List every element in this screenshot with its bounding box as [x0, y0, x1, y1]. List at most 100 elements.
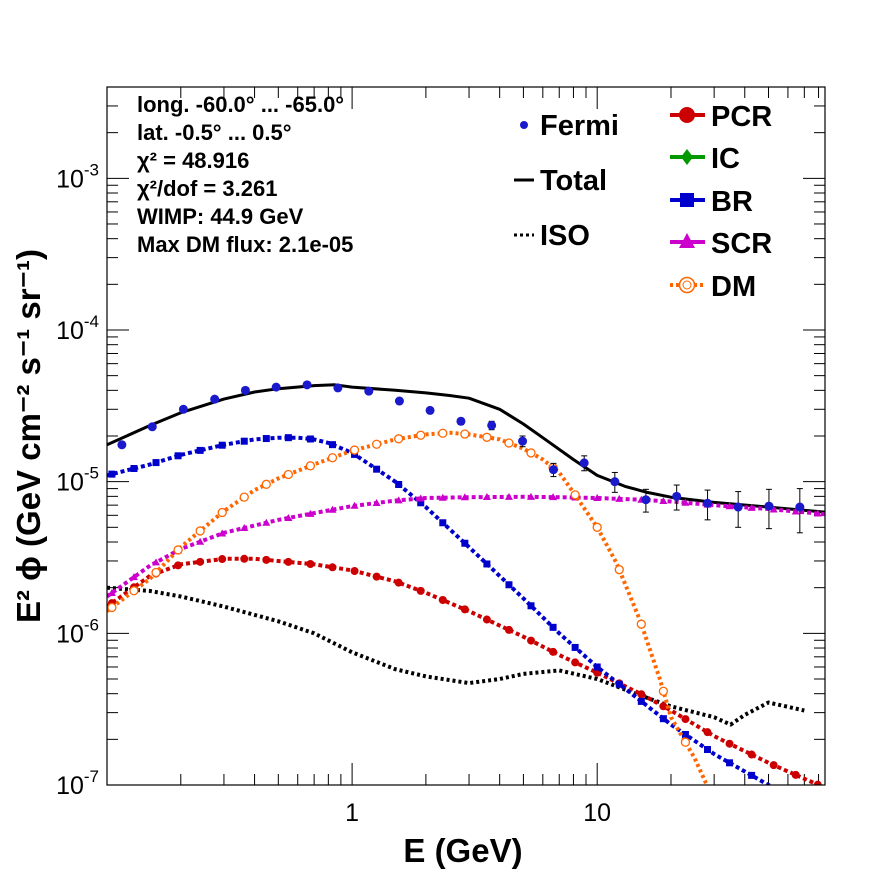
legend-label-iso: ISO [540, 220, 590, 252]
marker-pcr [769, 761, 778, 770]
info-line-3: χ²/dof = 3.261 [137, 176, 277, 201]
fermi-point [548, 462, 558, 478]
tick-labels: 1 10 10-7 10-6 10-5 10-4 10-3 [56, 160, 611, 827]
marker-br [549, 623, 557, 631]
fermi-marker [672, 491, 682, 501]
marker-br [571, 643, 579, 651]
fermi-marker [518, 436, 528, 446]
marker-pcr [372, 572, 381, 581]
legend-label-fermi: Fermi [540, 110, 619, 142]
marker-pcr [460, 605, 469, 614]
marker-br [218, 441, 226, 449]
fermi-marker [641, 495, 651, 505]
marker-pcr [262, 555, 271, 564]
marker-br [152, 459, 160, 467]
marker-dm [570, 490, 580, 500]
marker-scr [681, 498, 690, 506]
fermi-marker [487, 420, 497, 430]
marker-dm [592, 522, 602, 532]
marker-br [284, 434, 292, 442]
series-line-iso [107, 585, 805, 727]
fermi-marker [178, 404, 188, 414]
x-tick-label: 10 [583, 799, 611, 827]
fermi-point [518, 435, 528, 448]
marker-scr [747, 503, 756, 511]
marker-scr [284, 513, 293, 521]
marker-pcr [571, 658, 580, 667]
fermi-marker [117, 440, 127, 450]
fermi-point [733, 491, 743, 528]
legend-marker-ic [681, 149, 693, 165]
fermi-marker [764, 501, 774, 511]
series-layer [107, 383, 825, 785]
marker-scr [262, 518, 271, 526]
marker-pcr [350, 567, 359, 576]
fermi-point [610, 471, 620, 493]
marker-pcr [681, 715, 690, 724]
marker-pcr [504, 625, 513, 634]
fermi-points-layer [117, 380, 805, 534]
marker-dm [526, 448, 536, 458]
series-dm [107, 428, 709, 785]
fermi-marker [147, 422, 157, 432]
marker-pcr [328, 563, 337, 572]
marker-br [703, 746, 711, 754]
x-axis-title: E (GeV) [403, 832, 522, 869]
marker-pcr [438, 595, 447, 604]
marker-scr [791, 507, 800, 515]
fermi-point [703, 489, 713, 521]
y-tick-label: 10-3 [56, 160, 99, 193]
legend-label-dm: DM [711, 271, 756, 303]
marker-dm [371, 439, 382, 449]
marker-pcr [416, 586, 425, 595]
marker-br [130, 465, 138, 473]
legend-marker-br [680, 193, 694, 207]
marker-pcr [659, 702, 668, 711]
marker-scr [593, 494, 602, 502]
marker-scr [549, 493, 558, 501]
marker-dm [680, 737, 691, 747]
marker-br [196, 446, 204, 454]
legend-marker-dm [678, 276, 696, 294]
info-line-4: WIMP: 44.9 GeV [137, 204, 304, 229]
fermi-point [271, 382, 281, 392]
marker-br [306, 435, 314, 443]
legend-label-pcr: PCR [711, 101, 772, 133]
fermi-point [364, 386, 374, 396]
y-tick-label: 10-6 [56, 615, 99, 648]
marker-scr [460, 493, 469, 501]
info-line-0: long. -60.0° ... -65.0° [137, 92, 344, 117]
marker-scr [129, 573, 138, 581]
marker-br [505, 581, 513, 589]
marker-scr [107, 588, 116, 596]
fermi-marker [579, 458, 589, 468]
fermi-marker [548, 465, 558, 475]
fermi-marker [210, 394, 220, 404]
marker-pcr [240, 554, 249, 563]
marker-dm [658, 686, 669, 696]
y-tick-label: 10-4 [56, 312, 99, 345]
marker-br [593, 663, 601, 671]
series-line-total [107, 383, 825, 514]
fermi-point [178, 404, 188, 414]
marker-dm [151, 567, 161, 578]
marker-scr [615, 494, 624, 502]
marker-dm [283, 469, 294, 480]
fermi-point [641, 488, 651, 513]
fermi-marker [425, 405, 435, 415]
legend: Fermi Total ISO PCR IC BR SCR DM [514, 101, 772, 303]
fermi-point [117, 440, 127, 450]
legend-marker-fermi [520, 121, 528, 129]
marker-dm [129, 586, 139, 596]
marker-dm [438, 428, 448, 438]
marker-pcr [284, 557, 293, 566]
marker-br [527, 602, 535, 610]
fermi-point [210, 394, 220, 404]
fermi-marker [456, 416, 466, 426]
fermi-marker [394, 396, 404, 406]
marker-br [395, 480, 403, 488]
marker-dm [195, 526, 205, 536]
fermi-point [487, 420, 497, 431]
marker-dm [107, 602, 117, 613]
